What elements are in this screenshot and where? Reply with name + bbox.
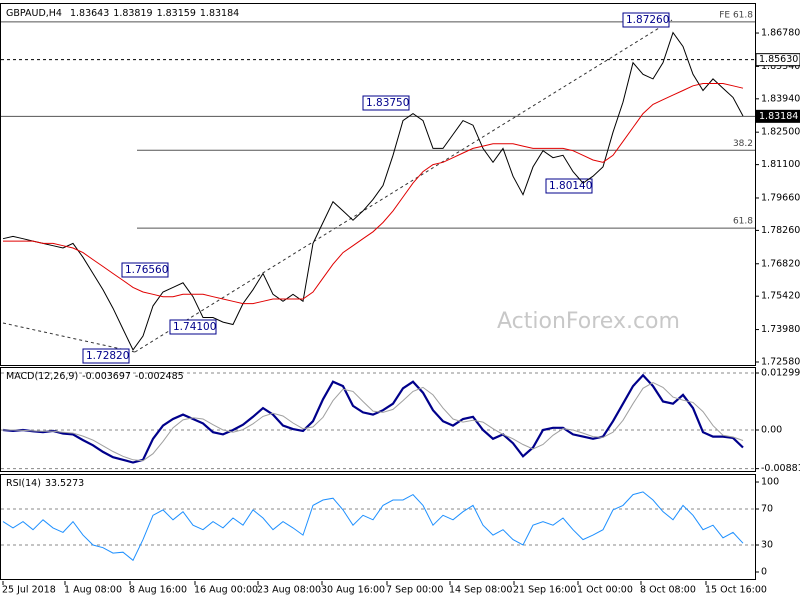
header-part: 33.5273 [45, 478, 84, 489]
annotation-label: 1.83750 [366, 97, 409, 109]
series-line [2, 491, 744, 562]
level-label: FE 61.8 [719, 10, 753, 20]
x-tick-label: 25 Jul 2018 [2, 585, 56, 596]
y-tick-label: 1.75420 [761, 291, 800, 302]
price-box [755, 109, 800, 123]
panel-header: GBPAUD,H4 1.83643 1.83819 1.83159 1.83184 [6, 8, 239, 19]
x-tick-label: 30 Aug 16:00 [321, 585, 385, 596]
y-tick-label: 30 [761, 540, 773, 551]
price-panel [0, 3, 756, 366]
y-tick-label: 1.73980 [761, 324, 800, 335]
annotation-label: 1.74100 [173, 321, 216, 333]
annotation-box [545, 178, 593, 194]
price-box [755, 53, 800, 67]
annotation-box [362, 95, 410, 111]
y-tick-label: 1.81100 [761, 159, 800, 170]
y-tick-label: 0.00 [761, 424, 782, 435]
header-part: RSI(14) [6, 478, 41, 489]
series-line [2, 373, 744, 464]
annotation-box [169, 319, 217, 335]
header-part: 1.83159 [157, 8, 196, 19]
panel-header: RSI(14) 33.5273 [6, 478, 84, 489]
x-tick-label: 1 Aug 08:00 [64, 585, 122, 596]
macd-panel [0, 367, 756, 472]
y-tick-label: 70 [761, 504, 773, 515]
series-line [3, 83, 744, 305]
annotation-label: 1.87260 [626, 14, 669, 26]
price-box-label: 1.83184 [759, 111, 798, 122]
header-part: GBPAUD,H4 [6, 8, 62, 19]
y-tick-label: 1.79660 [761, 192, 800, 203]
y-tick-label: 1.85340 [761, 61, 800, 72]
trend-line [2, 322, 136, 353]
header-part: -0.003697 [82, 371, 131, 382]
annotation-box [82, 348, 130, 364]
annotation-box [622, 12, 670, 28]
annotation-label: 1.76560 [125, 264, 168, 276]
x-tick-label: 14 Sep 08:00 [449, 585, 512, 596]
y-tick-label: 1.72580 [761, 356, 800, 367]
header-part: 1.83819 [113, 8, 152, 19]
x-tick-label: 8 Oct 08:00 [640, 585, 696, 596]
x-tick-label: 23 Aug 08:00 [257, 585, 321, 596]
annotation-box [121, 262, 169, 278]
y-tick-label: -0.00881 [761, 463, 800, 474]
header-part: MACD(12,26,9) [6, 371, 78, 382]
x-tick-label: 16 Aug 00:00 [194, 585, 258, 596]
header-part: -0.002485 [135, 371, 184, 382]
rsi-panel [0, 474, 756, 580]
x-tick-label: 8 Aug 16:00 [129, 585, 187, 596]
x-tick-label: 15 Oct 16:00 [705, 585, 767, 596]
y-tick-label: 0 [761, 566, 767, 577]
panel-header: MACD(12,26,9) -0.003697 -0.002485 [6, 371, 184, 382]
series-line [3, 382, 744, 462]
y-tick-label: 100 [761, 477, 779, 488]
y-tick-label: 1.78260 [761, 225, 800, 236]
x-tick-label: 1 Oct 00:00 [577, 585, 633, 596]
header-part: 1.83643 [70, 8, 109, 19]
watermark: ActionForex.com [497, 309, 680, 334]
series-line [2, 31, 744, 351]
y-tick-label: 0.01299 [761, 368, 800, 379]
annotation-label: 1.72820 [86, 350, 129, 362]
x-tick-label: 21 Sep 16:00 [513, 585, 576, 596]
y-tick-label: 1.83940 [761, 93, 800, 104]
y-tick-label: 1.76820 [761, 258, 800, 269]
level-label: 38.2 [733, 139, 753, 149]
x-tick-label: 7 Sep 00:00 [386, 585, 443, 596]
y-tick-label: 1.86780 [761, 28, 800, 39]
y-tick-label: 1.82500 [761, 127, 800, 138]
header-part: 1.83184 [200, 8, 239, 19]
level-label: 61.8 [733, 217, 753, 227]
annotation-label: 1.80140 [549, 180, 592, 192]
price-box-label: 1.85630 [759, 54, 798, 65]
